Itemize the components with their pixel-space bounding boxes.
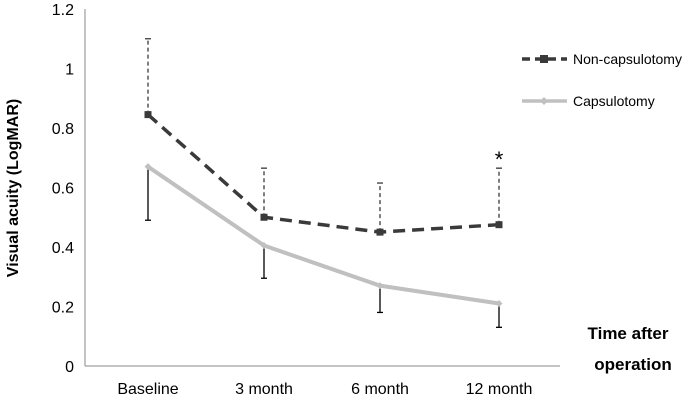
data-point-non-capsulotomy: [260, 213, 268, 221]
data-point-non-capsulotomy: [376, 228, 384, 236]
legend: Non-capsulotomy Capsulotomy: [522, 51, 682, 109]
legend-item-non-capsulotomy: Non-capsulotomy: [522, 51, 682, 67]
axes: [84, 9, 560, 367]
x-tick-label-3-month: 3 month: [235, 381, 293, 398]
y-tick-label: 0.6: [52, 181, 74, 198]
y-tick-label: 1: [65, 62, 74, 79]
legend-marker-non-capsulotomy: [540, 55, 548, 63]
data-point-capsulotomy: [376, 282, 384, 290]
y-tick-labels: 0 0.2 0.4 0.6 0.8 1 1.2: [52, 2, 74, 376]
legend-label-capsulotomy: Capsulotomy: [573, 93, 655, 109]
series-line-capsulotomy: [146, 165, 500, 306]
legend-item-capsulotomy: Capsulotomy: [522, 93, 655, 109]
legend-label-non-capsulotomy: Non-capsulotomy: [573, 51, 682, 67]
x-axis-label-line2: operation: [594, 355, 671, 374]
y-tick-label: 0.2: [52, 300, 74, 317]
data-point-capsulotomy: [260, 242, 268, 250]
x-tick-label-6-month: 6 month: [351, 381, 409, 398]
series-lines: [146, 113, 500, 306]
y-tick-label: 0: [65, 359, 74, 376]
x-tick-labels: Baseline 3 month 6 month 12 month: [117, 381, 532, 398]
y-axis-label: Visual acuity (LogMAR): [5, 99, 22, 277]
x-tick-label-baseline: Baseline: [117, 381, 178, 398]
data-point-non-capsulotomy: [144, 111, 152, 119]
y-tick-label: 0.8: [52, 121, 74, 138]
y-tick-label: 1.2: [52, 2, 74, 19]
y-tick-label: 0.4: [52, 240, 74, 257]
legend-marker-capsulotomy: [540, 97, 548, 105]
error-bars: [145, 38, 502, 328]
series-line-non-capsulotomy: [146, 113, 500, 234]
x-tick-label-12-month: 12 month: [466, 381, 533, 398]
significance-annotation: *: [495, 147, 504, 172]
data-point-capsulotomy: [495, 300, 503, 308]
data-point-non-capsulotomy: [495, 221, 503, 229]
data-point-capsulotomy: [144, 163, 152, 171]
series-markers: [144, 111, 503, 308]
x-axis-label-line1: Time after: [588, 324, 669, 343]
